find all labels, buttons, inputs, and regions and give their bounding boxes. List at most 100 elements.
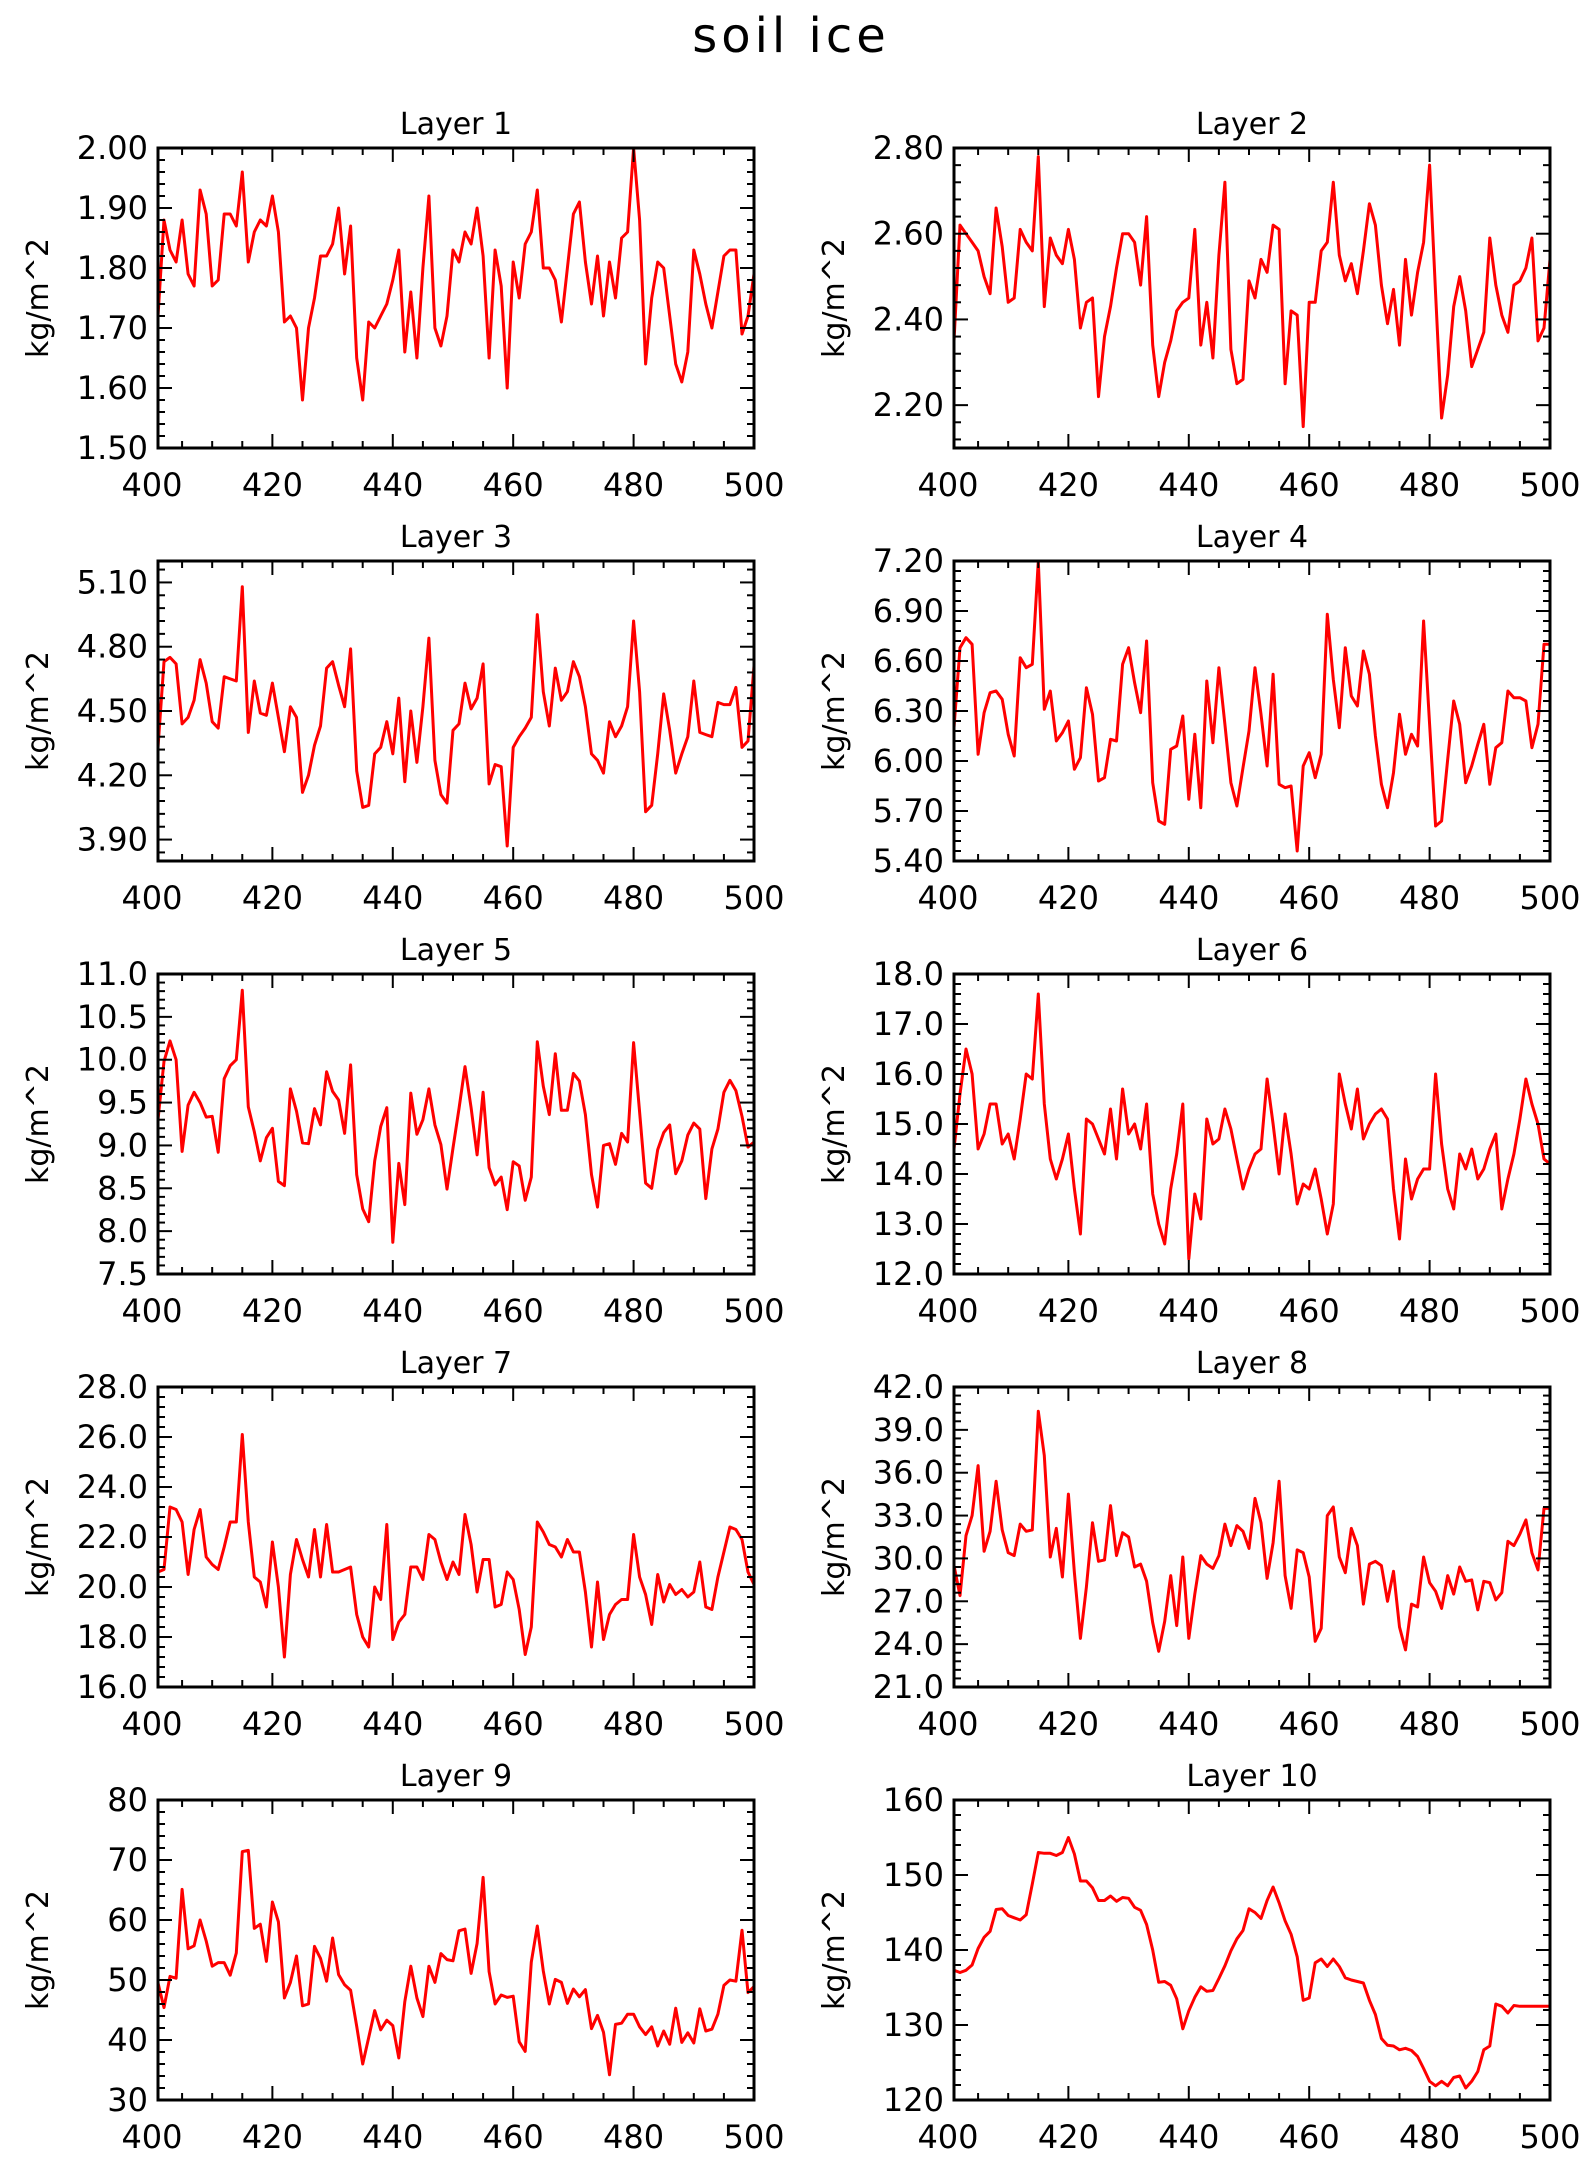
x-tick-label: 500: [1519, 466, 1580, 504]
x-tick-label: 460: [483, 1705, 544, 1743]
panel-layer-2: Layer 2 kg/m^2 400 420 440 460 480 500 2.20 2.40 2…: [817, 107, 1581, 504]
x-tick-label: 420: [242, 1292, 303, 1330]
series-line: [158, 1848, 754, 2077]
x-tick-label: 460: [1279, 2118, 1340, 2156]
x-tick-label: 460: [483, 879, 544, 917]
series-line: [954, 992, 1550, 1261]
y-tick-label: 120: [883, 2081, 944, 2119]
y-tick-label: 7.5: [97, 1255, 148, 1293]
y-tick-label: 160: [883, 1781, 944, 1819]
x-tick-label: 440: [362, 2118, 423, 2156]
x-tick-label: 440: [1158, 466, 1219, 504]
x-tick-label: 420: [1038, 1292, 1099, 1330]
x-tick-label: 480: [603, 879, 664, 917]
y-tick-label: 18.0: [873, 955, 944, 993]
x-tick-label: 500: [723, 1292, 784, 1330]
y-tick-label: 28.0: [77, 1368, 148, 1406]
series-line: [954, 561, 1550, 853]
panel-layer-3: Layer 3 kg/m^2 400 420 440 460 480 500 3.90 4.20 4…: [21, 520, 785, 917]
plot-frame: [156, 972, 756, 1276]
x-tick-label: 500: [723, 466, 784, 504]
y-tick-label: 4.50: [77, 692, 148, 730]
y-axis-label: kg/m^2: [817, 238, 852, 358]
y-tick-label: 21.0: [873, 1668, 944, 1706]
y-tick-label: 4.20: [77, 756, 148, 794]
plot-frame: [952, 1798, 1552, 2102]
plot-frame: [156, 1798, 756, 2102]
panel-title: Layer 7: [400, 1346, 512, 1381]
y-tick-label: 30.0: [873, 1539, 944, 1577]
y-tick-label: 20.0: [77, 1568, 148, 1606]
y-tick-label: 26.0: [77, 1418, 148, 1456]
series-line: [158, 1433, 754, 1659]
series-line: [158, 988, 754, 1244]
y-tick-label: 6.60: [873, 642, 944, 680]
y-tick-label: 6.90: [873, 592, 944, 630]
x-tick-label: 400: [121, 1292, 182, 1330]
y-tick-label: 17.0: [873, 1005, 944, 1043]
x-tick-label: 480: [603, 2118, 664, 2156]
x-tick-label: 400: [917, 2118, 978, 2156]
panel-title: Layer 10: [1186, 1759, 1317, 1794]
y-tick-label: 14.0: [873, 1155, 944, 1193]
y-tick-label: 5.40: [873, 842, 944, 880]
panel-title: Layer 2: [1196, 107, 1308, 142]
x-tick-label: 400: [917, 879, 978, 917]
y-axis-label: kg/m^2: [21, 1477, 56, 1597]
x-tick-label: 500: [723, 2118, 784, 2156]
x-tick-label: 480: [1399, 466, 1460, 504]
plot-frame: [952, 972, 1552, 1276]
panel-layer-5: Layer 5 kg/m^2 400 420 440 460 480 500 7.5 8.0 8.5…: [21, 933, 785, 1330]
panel-layer-7: Layer 7 kg/m^2 400 420 440 460 480 500 16.0 18.0 2…: [21, 1346, 785, 1743]
panel-title: Layer 8: [1196, 1346, 1308, 1381]
y-tick-label: 24.0: [873, 1625, 944, 1663]
y-axis-label: kg/m^2: [21, 1890, 56, 2010]
y-tick-label: 9.5: [97, 1084, 148, 1122]
x-tick-label: 480: [603, 1292, 664, 1330]
y-axis-label: kg/m^2: [21, 651, 56, 771]
x-tick-label: 500: [1519, 1705, 1580, 1743]
x-tick-label: 460: [1279, 1705, 1340, 1743]
y-tick-label: 140: [883, 1931, 944, 1969]
series-line: [158, 148, 754, 402]
panel-title: Layer 5: [400, 933, 512, 968]
x-tick-label: 460: [1279, 466, 1340, 504]
x-tick-label: 500: [1519, 2118, 1580, 2156]
y-tick-label: 1.80: [77, 249, 148, 287]
x-tick-label: 440: [362, 466, 423, 504]
y-tick-label: 40: [107, 2021, 148, 2059]
panel-title: Layer 3: [400, 520, 512, 555]
series-line: [954, 1836, 1550, 2090]
y-tick-label: 33.0: [873, 1497, 944, 1535]
x-tick-label: 440: [1158, 879, 1219, 917]
x-tick-label: 460: [483, 2118, 544, 2156]
x-tick-label: 460: [483, 1292, 544, 1330]
y-tick-label: 27.0: [873, 1582, 944, 1620]
panel-layer-9: Layer 9 kg/m^2 400 420 440 460 480 500 30 40 50 60 7…: [21, 1759, 785, 2156]
y-tick-label: 16.0: [77, 1668, 148, 1706]
y-tick-label: 12.0: [873, 1255, 944, 1293]
x-tick-label: 480: [603, 1705, 664, 1743]
x-tick-label: 420: [1038, 1705, 1099, 1743]
y-tick-label: 2.40: [873, 300, 944, 338]
y-tick-label: 70: [107, 1841, 148, 1879]
y-tick-label: 5.10: [77, 563, 148, 601]
x-tick-label: 500: [1519, 879, 1580, 917]
x-tick-label: 400: [121, 2118, 182, 2156]
series-line: [158, 585, 754, 848]
y-tick-label: 15.0: [873, 1105, 944, 1143]
x-tick-label: 500: [1519, 1292, 1580, 1330]
x-tick-label: 460: [1279, 879, 1340, 917]
x-tick-label: 440: [362, 1705, 423, 1743]
y-tick-label: 8.5: [97, 1169, 148, 1207]
y-tick-label: 24.0: [77, 1468, 148, 1506]
x-tick-label: 420: [242, 466, 303, 504]
y-tick-label: 5.70: [873, 792, 944, 830]
y-tick-label: 1.50: [77, 429, 148, 467]
panel-title: Layer 9: [400, 1759, 512, 1794]
x-tick-label: 400: [121, 466, 182, 504]
panel-title: Layer 6: [1196, 933, 1308, 968]
x-tick-label: 480: [1399, 1292, 1460, 1330]
x-tick-label: 500: [723, 1705, 784, 1743]
